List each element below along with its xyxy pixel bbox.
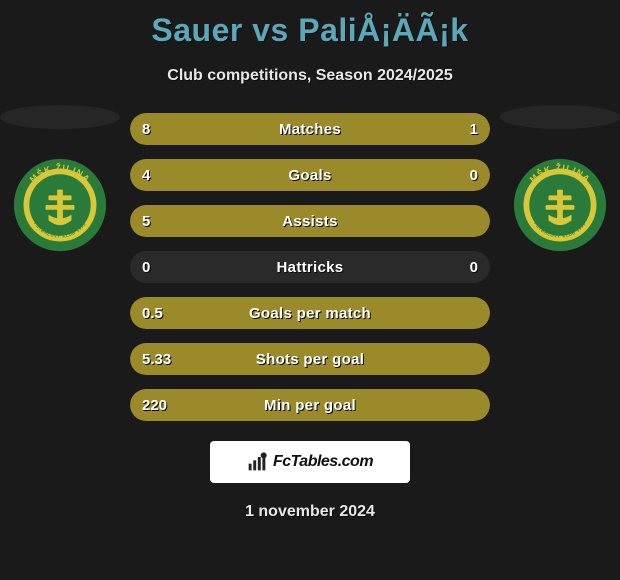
subtitle: Club competitions, Season 2024/2025 (0, 67, 620, 85)
footer-date: 1 november 2024 (0, 503, 620, 521)
player-left-column: MŠK ŽILINA FUTBALOVÝ KLUB 1908 (0, 105, 120, 253)
stat-label: Matches (130, 113, 490, 145)
shadow-ellipse-right (500, 105, 620, 129)
stat-value-right: 0 (470, 251, 478, 283)
stat-label: Assists (130, 205, 490, 237)
stat-row: Matches8 1 (130, 113, 490, 145)
club-badge-left: MŠK ŽILINA FUTBALOVÝ KLUB 1908 (12, 157, 108, 253)
stat-row: Min per goal220 (130, 389, 490, 421)
page-title: Sauer vs PaliÅ¡ÄÃ¡k (0, 0, 620, 49)
stat-row: Hattricks0 0 (130, 251, 490, 283)
shadow-ellipse-left (0, 105, 120, 129)
stat-value-right: 0 (470, 159, 478, 191)
stat-label: Min per goal (130, 389, 490, 421)
stat-value-left: 0.5 (142, 297, 163, 329)
stat-row: Shots per goal5.33 (130, 343, 490, 375)
stat-label: Hattricks (130, 251, 490, 283)
stat-row: Assists5 (130, 205, 490, 237)
stat-label: Goals (130, 159, 490, 191)
stat-label: Shots per goal (130, 343, 490, 375)
player-right-column: MŠK ŽILINA FUTBALOVÝ KLUB 1908 (500, 105, 620, 253)
stat-row: Goals per match0.5 (130, 297, 490, 329)
stat-value-left: 4 (142, 159, 150, 191)
brand-text: FcTables.com (273, 453, 373, 471)
stat-value-left: 220 (142, 389, 167, 421)
brand-box: FcTables.com (210, 441, 410, 483)
stat-value-right: 1 (470, 113, 478, 145)
stats-column: Matches81Goals40Assists5Hattricks00Goals… (130, 113, 490, 421)
stat-label: Goals per match (130, 297, 490, 329)
stat-value-left: 8 (142, 113, 150, 145)
comparison-panel: MŠK ŽILINA FUTBALOVÝ KLUB 1908 (0, 113, 620, 521)
club-badge-right: MŠK ŽILINA FUTBALOVÝ KLUB 1908 (512, 157, 608, 253)
stat-value-left: 0 (142, 251, 150, 283)
stat-value-left: 5 (142, 205, 150, 237)
stat-value-left: 5.33 (142, 343, 171, 375)
brand-icon (247, 452, 267, 472)
stat-row: Goals4 0 (130, 159, 490, 191)
